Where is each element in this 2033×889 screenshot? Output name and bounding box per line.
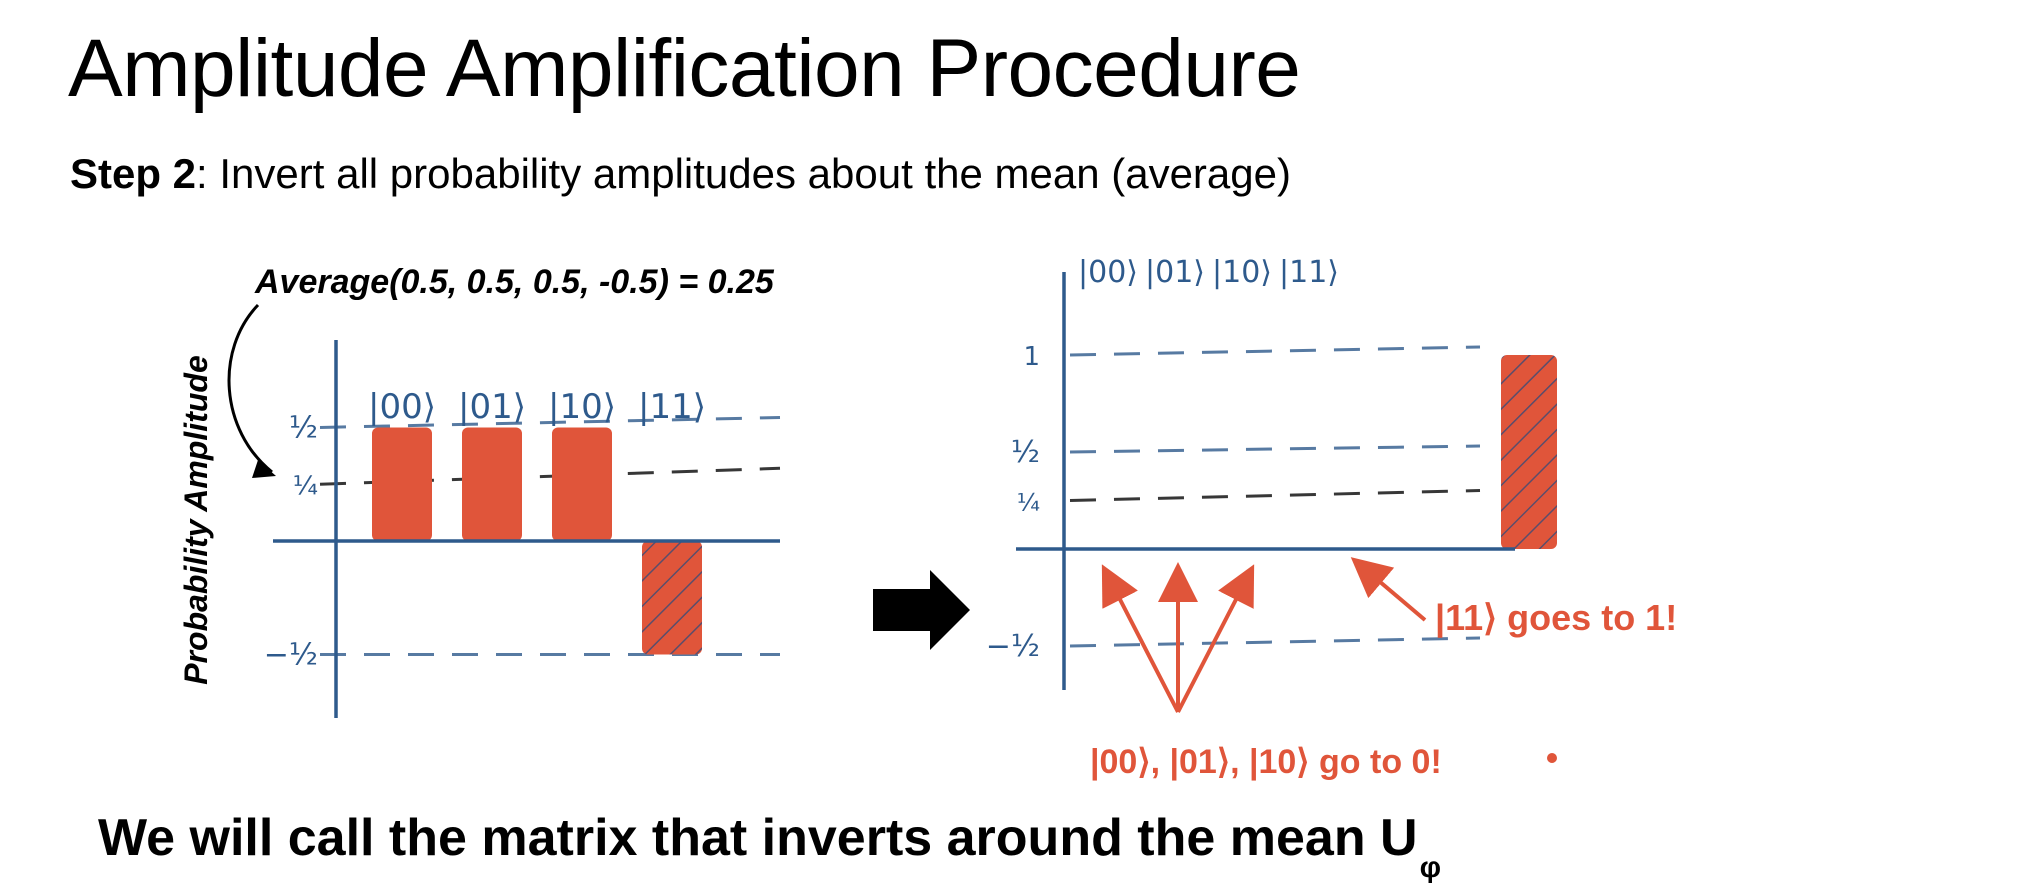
left-state-label-2: |10⟩ [548,387,616,427]
note-others-arrow-3 [1176,564,1255,713]
step-description: Step 2: Invert all probability amplitude… [70,150,1291,198]
average-annotation: Average(0.5, 0.5, 0.5, -0.5) = 0.25 [254,263,775,301]
right-chart-marks: |00⟩ |01⟩ |10⟩ |11⟩ [1016,255,1557,690]
annotation-arrowhead [252,460,276,478]
left-state-label-0: |00⟩ [368,387,436,427]
right-dashed-quarter [1069,489,1481,502]
step-label: Step 2 [70,150,197,197]
right-dashed-one [1069,345,1481,357]
left-bar-2 [552,427,612,541]
right-tick-one: 1 [1023,342,1040,372]
left-bar-1 [462,427,522,541]
left-state-label-3: |11⟩ [638,387,706,427]
right-tick-half: ½ [1011,435,1040,470]
right-dashed-half [1069,444,1481,454]
right-state-label-1: |01⟩ [1145,255,1205,290]
note-11: |11⟩ goes to 1! [1435,597,1677,639]
note-11-arrow [1350,557,1427,622]
right-chart-ticks: 1 ½ ¼ −½ [986,342,1040,664]
left-chart-ticks: ½ ¼ −½ [264,411,318,673]
left-state-label-1: |01⟩ [458,387,526,427]
left-dashed-half [319,416,781,429]
left-tick-half: ½ [289,411,318,446]
left-chart-marks: |00⟩ |01⟩ |10⟩ |11⟩ [273,340,781,718]
note-others-arrow-1 [1101,564,1180,713]
y-axis-label: Probability Amplitude [178,355,214,685]
slide-title: Amplitude Amplification Procedure [68,23,1301,114]
right-tick-quarter: ¼ [1017,489,1040,517]
left-bar-0 [372,427,432,541]
left-tick-quarter: ¼ [293,471,318,501]
right-state-label-2: |10⟩ [1212,255,1272,290]
footer-statement: We will call the matrix that inverts aro… [98,808,1441,885]
left-chart: Average(0.5, 0.5, 0.5, -0.5) = 0.25 Prob… [178,263,781,718]
transition-arrow [873,570,970,650]
right-tick-neg_half: −½ [986,629,1040,664]
left-tick-neg_half: −½ [264,638,318,673]
footer-text: We will call the matrix that inverts aro… [98,809,1418,867]
right-state-label-0: |00⟩ [1078,255,1138,290]
annotation-arrow [227,303,273,474]
left-dashed-mean [319,466,781,486]
left-bar-hatch-3 [642,541,702,655]
right-bar-hatch-3 [1501,355,1557,549]
stray-dot [1547,753,1557,763]
footer-subscript: φ [1419,851,1442,884]
right-state-label-3: |11⟩ [1279,255,1339,290]
note-others: |00⟩, |01⟩, |10⟩ go to 0! [1090,743,1442,781]
right-chart: |00⟩ |01⟩ |10⟩ |11⟩ 1 ½ ¼ −½ |11⟩ goes to 1! |… [986,255,1677,781]
step-text: : Invert all probability amplitudes abou… [196,150,1291,197]
right-dashed-neg-half [1069,636,1481,648]
